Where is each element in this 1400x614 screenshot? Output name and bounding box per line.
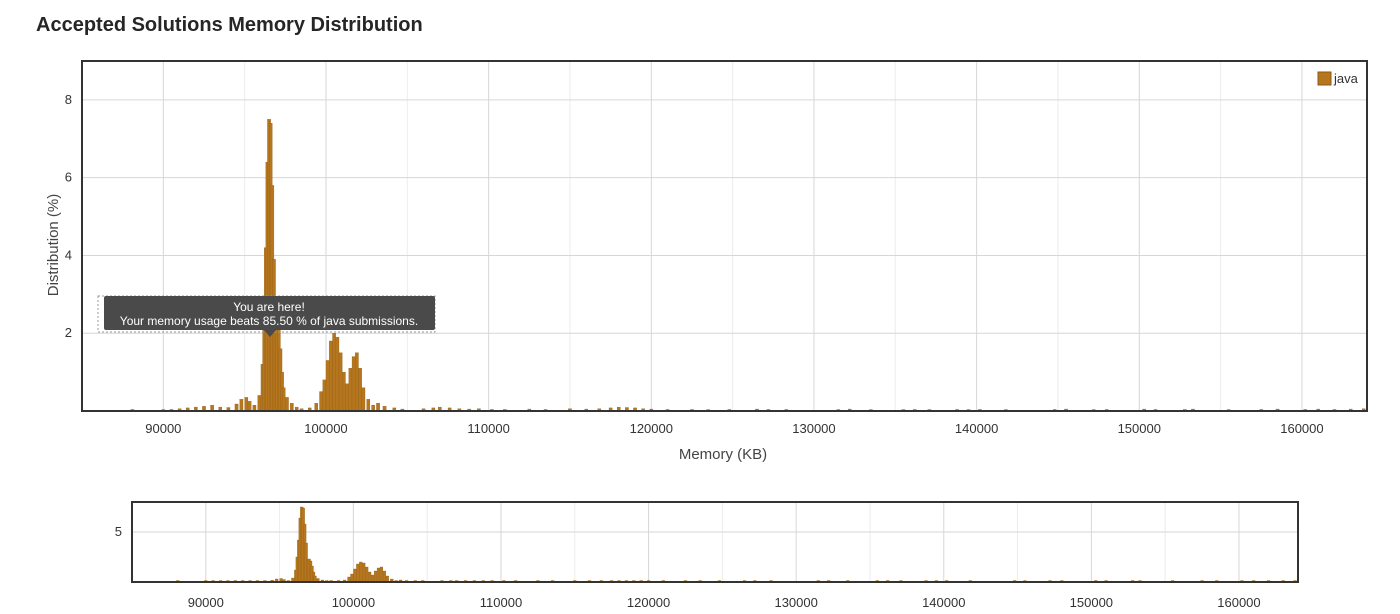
main-bar[interactable] [342,371,346,412]
main-bars[interactable] [130,119,1366,412]
main-bar[interactable] [325,360,330,412]
page-title: Accepted Solutions Memory Distribution [36,14,423,36]
main-bar[interactable] [239,399,244,412]
nav-bar[interactable] [350,573,354,583]
y-axis-label: Distribution (%) [45,194,62,297]
nav-bar[interactable] [356,563,360,583]
main-bar[interactable] [351,356,356,412]
navigator-grid [132,502,1298,582]
main-bar[interactable] [281,387,286,412]
nav-x-tick-label: 90000 [188,595,224,610]
legend-swatch-java [1317,71,1332,86]
main-x-tick-label: 120000 [630,421,673,436]
nav-bar[interactable] [376,567,381,583]
nav-bar[interactable] [382,570,386,583]
navigator-bars[interactable] [176,506,1297,583]
main-bar[interactable] [348,368,353,412]
main-y-tick-label: 8 [65,92,72,107]
nav-bar[interactable] [359,561,363,583]
main-y-tick-label: 6 [65,170,72,185]
main-x-tick-label: 100000 [304,421,347,436]
main-x-tick-label: 160000 [1280,421,1323,436]
main-bar[interactable] [257,395,262,412]
nav-bar[interactable] [362,562,366,583]
main-y-tick-labels: 2 4 6 8 [65,92,72,340]
tooltip-box [104,296,435,330]
you-are-here-tooltip: You are here! Your memory usage beats 85… [97,295,436,337]
main-bar[interactable] [329,340,333,412]
main-bar[interactable] [366,399,371,412]
main-grid [82,61,1367,411]
nav-bar[interactable] [371,574,375,583]
main-x-tick-label: 140000 [955,421,998,436]
main-bar[interactable] [322,379,327,412]
nav-x-tick-label: 150000 [1070,595,1113,610]
nav-bar[interactable] [368,571,372,583]
main-y-tick-label: 4 [65,247,72,262]
nav-x-tick-label: 100000 [332,595,375,610]
main-bar[interactable] [345,383,349,412]
main-y-tick-label: 2 [65,325,72,340]
main-bar[interactable] [244,397,249,412]
tooltip-line-2: Your memory usage beats 85.50 % of java … [120,314,418,328]
nav-bar[interactable] [353,568,357,583]
nav-y-tick-label: 5 [115,524,122,539]
main-bar[interactable] [285,397,289,412]
main-bar[interactable] [376,403,380,412]
main-bar[interactable] [358,368,362,412]
main-bar[interactable] [247,401,252,412]
nav-x-tick-label: 160000 [1217,595,1260,610]
legend[interactable]: java [1317,71,1359,86]
main-bar[interactable] [319,391,323,412]
main-x-tick-label: 90000 [145,421,181,436]
main-x-tick-labels: 90000 100000 110000 120000 130000 140000 15000… [145,421,1323,436]
navigator-frame[interactable] [131,501,1299,583]
main-plot-frame [81,60,1368,412]
navigator-x-tick-labels: 90000 100000 110000 120000 130000 140000 15000… [188,595,1261,610]
main-bar[interactable] [361,387,366,412]
nav-bar[interactable] [373,570,378,583]
nav-x-tick-label: 130000 [774,595,817,610]
main-bar[interactable] [290,403,294,412]
main-bar[interactable] [234,403,239,412]
nav-bar[interactable] [379,566,383,583]
nav-bar[interactable] [365,566,369,583]
legend-label-java: java [1333,71,1359,86]
main-bar[interactable] [332,333,336,412]
nav-x-tick-label: 140000 [922,595,965,610]
navigator-y-tick-labels: 5 [115,524,122,539]
tooltip-line-1: You are here! [233,300,305,314]
nav-x-tick-label: 120000 [627,595,670,610]
main-x-tick-label: 150000 [1118,421,1161,436]
main-bar[interactable] [335,336,340,412]
tooltip-pointer [264,330,276,337]
main-x-tick-label: 130000 [792,421,835,436]
x-axis-label: Memory (KB) [679,446,767,463]
nav-x-tick-label: 110000 [480,595,522,610]
main-bar[interactable] [314,403,318,412]
main-bar[interactable] [338,352,343,412]
main-x-tick-label: 110000 [467,421,509,436]
main-bar[interactable] [355,352,359,412]
